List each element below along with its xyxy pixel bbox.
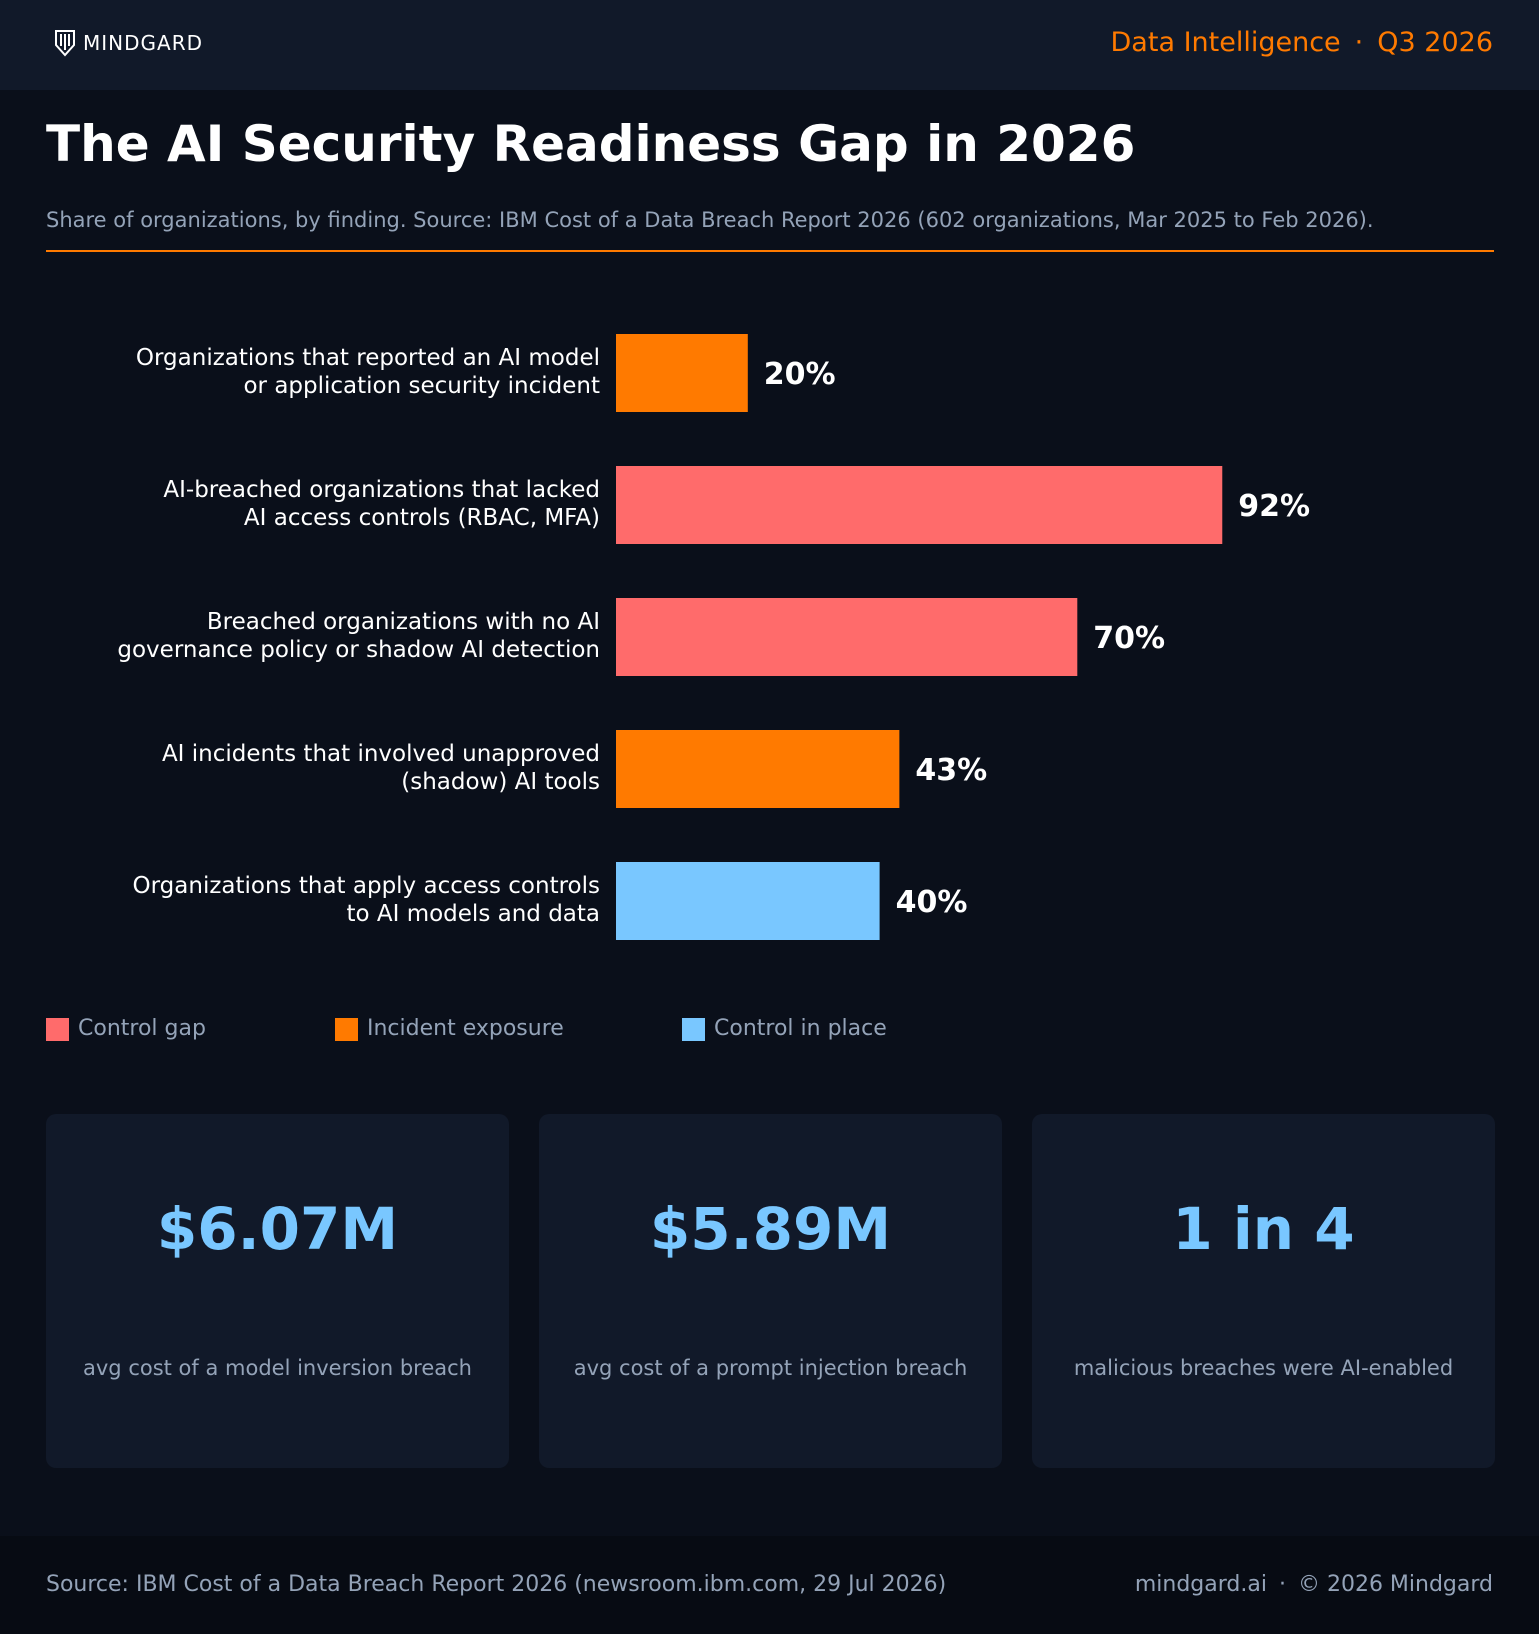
category-label-line: Organizations that reported an AI model: [136, 345, 600, 371]
legend-label: Control in place: [714, 1016, 887, 1041]
bar-5: [616, 862, 880, 940]
value-label: 20%: [764, 357, 836, 392]
section-name: Data Intelligence: [1110, 27, 1341, 58]
stat-value: $6.07M: [156, 1195, 399, 1263]
page-title: The AI Security Readiness Gap in 2026: [46, 115, 1136, 173]
separator: ·: [1278, 1572, 1286, 1597]
report-section: Data Intelligence · Q3 2026: [1111, 25, 1493, 61]
legend-swatch: [682, 1017, 705, 1041]
stat-caption: avg cost of a model inversion breach: [83, 1356, 472, 1380]
category-label-line: to AI models and data: [346, 901, 600, 927]
chart-legend: Control gap Incident exposure Control in…: [46, 1014, 1046, 1044]
category-label-line: AI access controls (RBAC, MFA): [244, 505, 600, 531]
category-label-line: AI-breached organizations that lacked: [163, 477, 600, 503]
category-label-line: Breached organizations with no AI: [207, 609, 600, 635]
top-bar: MINDGARD Data Intelligence · Q3 2026: [0, 0, 1539, 90]
footer-meta: mindgard.ai · © 2026 Mindgard: [1135, 1570, 1493, 1600]
copyright: © 2026 Mindgard: [1297, 1572, 1493, 1597]
bar-4: [616, 730, 900, 808]
footer-source: Source: IBM Cost of a Data Breach Report…: [46, 1572, 947, 1597]
legend-swatch: [335, 1017, 358, 1041]
category-label-line: governance policy or shadow AI detection: [117, 637, 600, 663]
category-label-line: or application security incident: [243, 373, 600, 399]
category-label: Breached organizations with no AI governa…: [117, 609, 600, 663]
site-link[interactable]: mindgard.ai: [1134, 1572, 1267, 1597]
category-label-line: AI incidents that involved unapproved: [162, 741, 600, 767]
value-label: 43%: [915, 753, 987, 788]
stat-value: 1 in 4: [1172, 1195, 1355, 1263]
brand-name: MINDGARD: [83, 31, 203, 55]
page-subtitle: Share of organizations, by finding. Sour…: [46, 208, 1374, 232]
stat-caption: avg cost of a prompt injection breach: [573, 1356, 968, 1380]
separator: ·: [1354, 27, 1364, 58]
category-label: AI-breached organizations that lacked AI …: [163, 477, 600, 531]
title-divider: [46, 250, 1494, 252]
value-label: 70%: [1093, 621, 1165, 656]
category-label: Organizations that apply access controls…: [133, 873, 600, 927]
legend-swatch: [46, 1017, 69, 1041]
legend-item-control-gap: Control gap: [46, 1014, 206, 1044]
bar-1: [616, 334, 748, 412]
shield-logo-icon: [54, 29, 76, 57]
bar-3: [616, 598, 1078, 676]
category-label-line: (shadow) AI tools: [401, 769, 600, 795]
footer: Source: IBM Cost of a Data Breach Report…: [0, 1536, 1539, 1634]
brand[interactable]: MINDGARD: [54, 29, 203, 57]
bar-2: [616, 466, 1223, 544]
stat-caption: malicious breaches were AI-enabled: [1073, 1356, 1454, 1380]
category-label: Organizations that reported an AI model o…: [136, 345, 600, 399]
legend-label: Incident exposure: [367, 1016, 564, 1041]
value-label: 92%: [1238, 489, 1310, 524]
legend-item-control-in-place: Control in place: [682, 1014, 887, 1044]
category-label-line: Organizations that apply access controls: [133, 873, 600, 899]
legend-label: Control gap: [78, 1016, 206, 1041]
stat-card-model-inversion: $6.07M avg cost of a model inversion bre…: [46, 1114, 509, 1468]
stat-card-prompt-injection: $5.89M avg cost of a prompt injection br…: [539, 1114, 1002, 1468]
report-period: Q3 2026: [1377, 27, 1493, 58]
category-label: AI incidents that involved unapproved (sh…: [162, 741, 600, 795]
value-label: 40%: [896, 885, 968, 920]
stat-card-ai-enabled-breaches: 1 in 4 malicious breaches were AI-enable…: [1032, 1114, 1495, 1468]
bar-chart: 20% Organizations that reported an AI mod…: [117, 334, 1310, 940]
stat-value: $5.89M: [649, 1195, 892, 1263]
legend-item-incident-exposure: Incident exposure: [335, 1014, 564, 1044]
